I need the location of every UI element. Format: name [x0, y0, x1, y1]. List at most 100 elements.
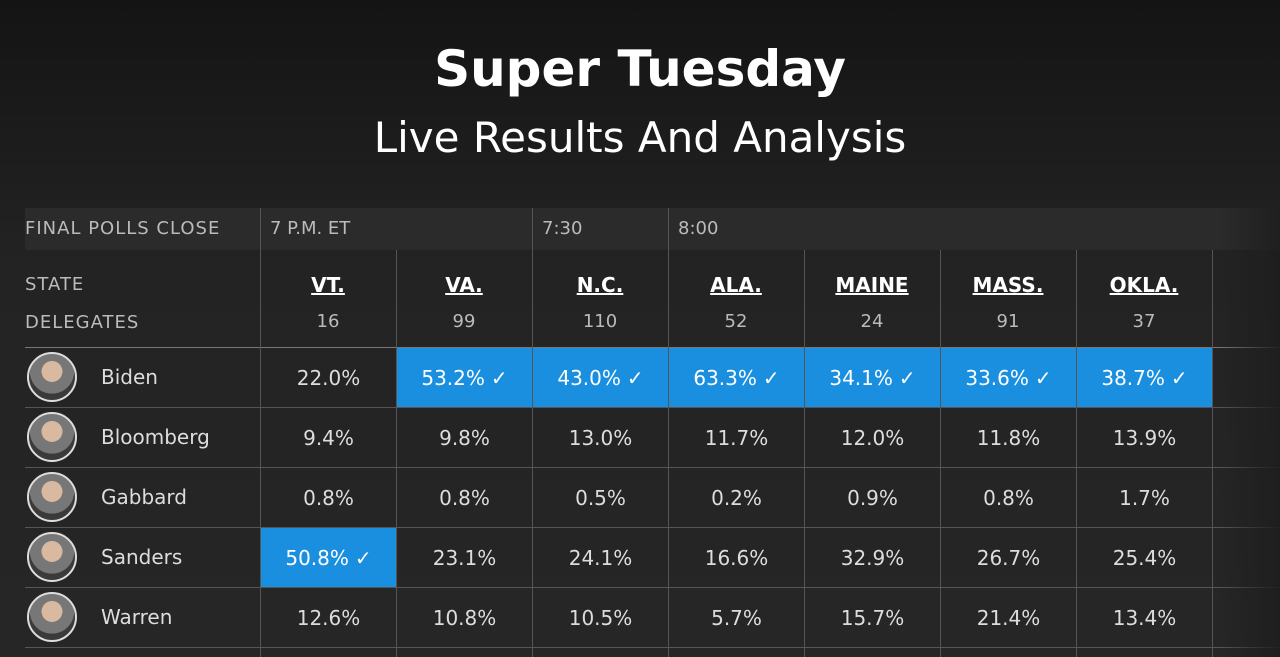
delegates: 16 — [316, 310, 340, 332]
check-mark: ✓ — [490, 365, 508, 390]
state-name: N.C. — [576, 273, 624, 297]
delegates: 52 — [724, 310, 748, 332]
candidate-name: Biden — [101, 365, 158, 389]
result-cell: 33.6% ✓ — [941, 348, 1076, 407]
result-cell: 0.8% — [941, 468, 1076, 527]
percent: 11.7% — [704, 425, 769, 450]
candidate-name: Sanders — [101, 545, 183, 569]
percent: 13.0% — [568, 425, 633, 450]
poll-time: 8:00 — [678, 218, 719, 239]
percent: 26.7% — [976, 545, 1041, 570]
avatar — [27, 532, 77, 582]
percent: 0.8% — [303, 485, 354, 510]
percent: 13.4% — [1112, 605, 1177, 630]
poll-time: 7:30 — [542, 218, 583, 239]
result-cell: 12.0% — [805, 408, 940, 467]
delegates: 110 — [582, 310, 618, 332]
percent: 5.7% — [711, 605, 762, 630]
result-cell: 11.8% — [941, 408, 1076, 467]
column-line — [1076, 250, 1077, 657]
percent: 0.8% — [983, 485, 1034, 510]
percent: 9.4% — [303, 425, 354, 450]
candidate-name: Warren — [101, 605, 173, 629]
state-name: MASS. — [972, 273, 1044, 297]
result-cell: 11.7% — [669, 408, 804, 467]
percent: 21.4% — [976, 605, 1041, 630]
result-cell: 0.8% — [261, 468, 396, 527]
row-line — [25, 527, 1280, 528]
result-cell: 10.5% — [533, 588, 668, 647]
percent: 0.2% — [711, 485, 762, 510]
percent: 24.1% — [568, 545, 633, 570]
result-cell: 50.8% ✓ — [261, 528, 396, 587]
delegates-label: DELEGATES — [25, 312, 140, 333]
percent: 38.7% — [1101, 365, 1165, 390]
result-cell: 23.1% — [397, 528, 532, 587]
percent: 32.9% — [840, 545, 905, 570]
column-line — [396, 250, 397, 657]
column-line — [804, 250, 805, 657]
row-line — [25, 587, 1280, 588]
percent: 0.9% — [847, 485, 898, 510]
percent: 10.5% — [568, 605, 633, 630]
delegates: 91 — [996, 310, 1020, 332]
candidate-name: Bloomberg — [101, 425, 210, 449]
column-line — [1212, 250, 1213, 657]
result-cell: 0.9% — [805, 468, 940, 527]
percent: 10.8% — [432, 605, 497, 630]
result-cell: 0.5% — [533, 468, 668, 527]
subtitle: Live Results And Analysis — [373, 113, 907, 162]
percent: 13.9% — [1112, 425, 1177, 450]
percent: 12.0% — [840, 425, 905, 450]
avatar — [27, 472, 77, 522]
result-cell: 5.7% — [669, 588, 804, 647]
percent: 0.5% — [575, 485, 626, 510]
row-line — [25, 407, 1280, 408]
result-cell: 9.4% — [261, 408, 396, 467]
check-mark: ✓ — [626, 365, 644, 390]
edge-fade — [1220, 208, 1280, 657]
result-cell: 13.9% — [1077, 408, 1212, 467]
result-cell: 43.0% ✓ — [533, 348, 668, 407]
avatar — [27, 592, 77, 642]
result-cell: 10.8% — [397, 588, 532, 647]
row-line — [25, 647, 1280, 648]
state-name: ALA. — [710, 273, 762, 297]
state-name: VA. — [445, 273, 483, 297]
result-cell: 0.2% — [669, 468, 804, 527]
poll-time: 7 P.M. ET — [270, 218, 351, 239]
delegates: 99 — [452, 310, 476, 332]
state-name: OKLA. — [1109, 273, 1179, 297]
check-mark: ✓ — [762, 365, 780, 390]
result-cell: 34.1% ✓ — [805, 348, 940, 407]
percent: 25.4% — [1112, 545, 1177, 570]
percent: 9.8% — [439, 425, 490, 450]
result-cell: 53.2% ✓ — [397, 348, 532, 407]
state-name: VT. — [311, 273, 345, 297]
percent: 22.0% — [296, 365, 361, 390]
result-cell: 25.4% — [1077, 528, 1212, 587]
percent: 1.7% — [1119, 485, 1170, 510]
percent: 0.8% — [439, 485, 490, 510]
result-cell: 21.4% — [941, 588, 1076, 647]
column-line — [668, 250, 669, 657]
result-cell: 16.6% — [669, 528, 804, 587]
result-cell: 22.0% — [261, 348, 396, 407]
percent: 16.6% — [704, 545, 769, 570]
result-cell: 15.7% — [805, 588, 940, 647]
column-line — [940, 250, 941, 657]
column-line — [260, 250, 261, 657]
column-line — [532, 250, 533, 657]
poll-divider — [668, 208, 669, 250]
result-cell: 38.7% ✓ — [1077, 348, 1212, 407]
result-cell: 13.0% — [533, 408, 668, 467]
result-cell: 32.9% — [805, 528, 940, 587]
header-line — [25, 347, 1280, 348]
state-name: MAINE — [835, 273, 909, 297]
check-mark: ✓ — [1170, 365, 1188, 390]
percent: 63.3% — [693, 365, 757, 390]
poll-divider — [532, 208, 533, 250]
poll-band — [25, 208, 1280, 250]
candidate-name: Gabbard — [101, 485, 187, 509]
